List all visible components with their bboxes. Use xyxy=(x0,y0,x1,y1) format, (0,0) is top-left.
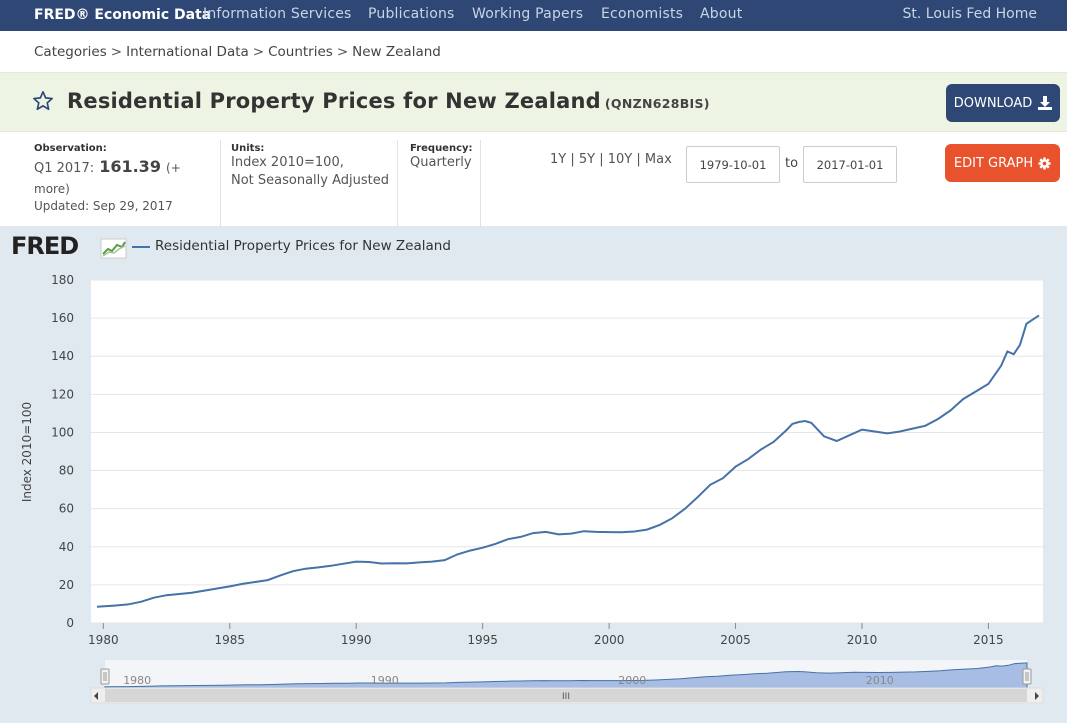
observation-value: 161.39 xyxy=(99,157,161,176)
navigator-ticks: 1980 1990 2000 2010 xyxy=(123,674,894,687)
plot-area xyxy=(91,280,1043,623)
nav-working-papers[interactable]: Working Papers xyxy=(472,6,584,22)
range-selector: 1Y | 5Y | 10Y | Max xyxy=(550,152,672,167)
range-1y[interactable]: 1Y xyxy=(550,152,567,167)
x-tick-label: 2010 xyxy=(847,633,878,647)
download-icon xyxy=(1038,96,1053,110)
y-tick-label: 100 xyxy=(51,425,74,439)
units-line1: Index 2010=100, xyxy=(231,155,344,170)
series-line[interactable] xyxy=(96,314,1040,608)
navigator-tick-label: 1990 xyxy=(371,674,399,687)
star-icon[interactable] xyxy=(32,90,54,112)
range-max[interactable]: Max xyxy=(644,152,672,167)
fred-logo-text: FRED xyxy=(11,232,79,260)
y-tick-label: 80 xyxy=(59,464,74,478)
x-tick-label: 2000 xyxy=(594,633,625,647)
page-title: Residential Property Prices for New Zeal… xyxy=(67,89,710,113)
scroll-left-arrow-icon[interactable] xyxy=(94,692,98,700)
y-tick-label: 120 xyxy=(51,387,74,401)
observation-label: Observation: xyxy=(34,143,107,154)
y-tick-label: 140 xyxy=(51,349,74,363)
series-meta: Observation: Q1 2017: 161.39 (+ more) Up… xyxy=(0,132,1067,226)
nav-publications[interactable]: Publications xyxy=(368,6,455,22)
line-chart[interactable]: 0 20 40 60 80 100 120 140 160 180 1980 1985 1990 199… xyxy=(0,226,1067,723)
navigator-series-area xyxy=(104,662,1028,689)
gear-icon xyxy=(1038,156,1051,170)
breadcrumb-countries[interactable]: Countries xyxy=(268,44,333,60)
breadcrumb: Categories > International Data > Countries >… xyxy=(34,44,441,60)
navigator-tick-label: 1980 xyxy=(123,674,151,687)
x-tick-label: 1980 xyxy=(88,633,119,647)
fred-logo: FRED xyxy=(11,232,79,260)
date-to-label: to xyxy=(785,156,799,171)
x-tick-label: 1985 xyxy=(214,633,245,647)
series-title: Residential Property Prices for New Zeal… xyxy=(67,89,601,113)
scroll-right-arrow-icon[interactable] xyxy=(1035,692,1039,700)
nav-about[interactable]: About xyxy=(700,6,743,22)
more-observations-link[interactable]: (+ more) xyxy=(34,161,181,196)
updated-date: Updated: Sep 29, 2017 xyxy=(34,199,173,213)
units-block: Units: Index 2010=100, Not Seasonally Ad… xyxy=(231,143,393,190)
y-axis-ticks: 0 20 40 60 80 100 120 140 160 180 xyxy=(51,273,74,630)
y-tick-label: 180 xyxy=(51,273,74,287)
y-tick-label: 20 xyxy=(59,578,74,592)
breadcrumb-new-zealand[interactable]: New Zealand xyxy=(352,44,441,60)
observation-period: Q1 2017: xyxy=(34,161,95,176)
navigator-left-handle[interactable] xyxy=(100,668,110,685)
end-date-input[interactable]: 2017-01-01 xyxy=(803,146,897,183)
fred-brand-link[interactable]: FRED® Economic Data xyxy=(34,7,212,23)
frequency-value: Quarterly xyxy=(410,155,472,170)
frequency-label: Frequency: xyxy=(410,143,473,154)
x-tick-label: 1995 xyxy=(467,633,498,647)
download-label: DOWNLOAD xyxy=(953,95,1033,111)
divider xyxy=(480,140,481,226)
breadcrumb-separator: > xyxy=(110,44,123,60)
scrollbar-thumb[interactable] xyxy=(105,689,1027,702)
scrollbar-grip-icon: III xyxy=(562,692,570,702)
navigator-right-handle[interactable] xyxy=(1022,668,1032,685)
x-tick-label: 2015 xyxy=(973,633,1004,647)
gridlines xyxy=(91,279,1043,624)
units-label: Units: xyxy=(231,143,265,154)
title-band: Residential Property Prices for New Zeal… xyxy=(0,72,1067,132)
units-line2: Not Seasonally Adjusted xyxy=(231,173,389,188)
edit-graph-button[interactable]: EDIT GRAPH xyxy=(945,144,1060,182)
navigator-tick-label: 2000 xyxy=(618,674,646,687)
y-tick-label: 0 xyxy=(66,616,74,630)
download-button[interactable]: DOWNLOAD xyxy=(946,84,1060,122)
x-tick-label: 2005 xyxy=(720,633,751,647)
navigator-tick-label: 2010 xyxy=(866,674,894,687)
y-tick-label: 40 xyxy=(59,540,74,554)
legend-label: Residential Property Prices for New Zeal… xyxy=(155,238,451,254)
observation-block: Observation: Q1 2017: 161.39 (+ more) Up… xyxy=(34,143,214,213)
series-id: (QNZN628BIS) xyxy=(604,96,710,111)
legend-swatch xyxy=(132,246,150,248)
range-10y[interactable]: 10Y xyxy=(607,152,633,167)
edit-graph-label: EDIT GRAPH xyxy=(953,155,1034,171)
graph-area: FRED Residential Property Prices for New… xyxy=(0,226,1067,723)
y-axis-label: Index 2010=100 xyxy=(20,402,34,502)
top-nav: FRED® Economic Data Information Services… xyxy=(0,0,1067,31)
x-axis-ticks: 1980 1985 1990 1995 2000 2005 2010 2015 xyxy=(88,623,1004,647)
divider xyxy=(220,140,221,226)
y-tick-label: 60 xyxy=(59,502,74,516)
breadcrumb-separator: > xyxy=(252,44,265,60)
frequency-block: Frequency: Quarterly xyxy=(410,143,480,172)
start-date-input[interactable]: 1979-10-01 xyxy=(686,146,780,183)
y-tick-label: 160 xyxy=(51,311,74,325)
range-5y[interactable]: 5Y xyxy=(578,152,596,167)
nav-stlouisfed-home[interactable]: St. Louis Fed Home xyxy=(902,6,1037,22)
fred-logo-chart-icon xyxy=(100,238,127,259)
divider xyxy=(397,140,398,226)
nav-economists[interactable]: Economists xyxy=(601,6,684,22)
breadcrumb-international-data[interactable]: International Data xyxy=(126,44,249,60)
breadcrumb-separator: > xyxy=(336,44,349,60)
x-tick-label: 1990 xyxy=(341,633,372,647)
breadcrumb-categories[interactable]: Categories xyxy=(34,44,107,60)
nav-information-services[interactable]: Information Services xyxy=(203,6,352,22)
